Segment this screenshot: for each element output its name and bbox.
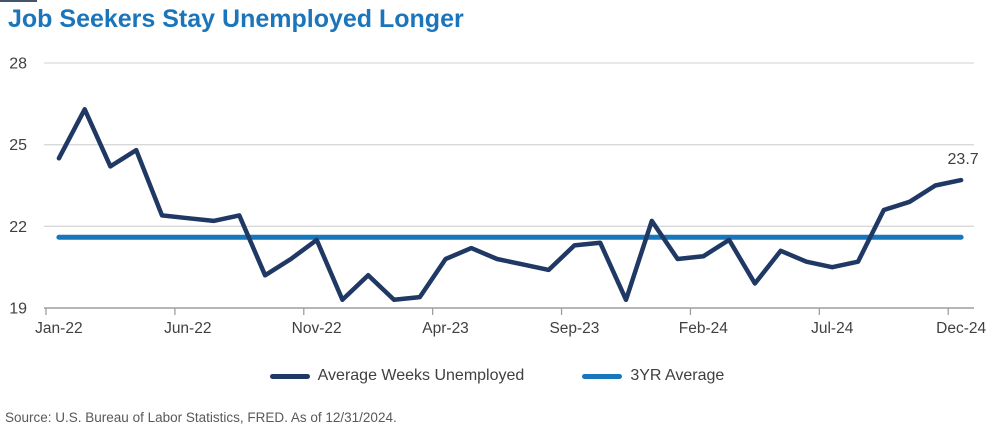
x-tick-label-Jul-24: Jul-24 (811, 320, 854, 337)
y-tick-label-25: 25 (9, 137, 27, 154)
x-tick-label-Dec-24: Dec-24 (936, 320, 986, 337)
legend-label-3yr-average: 3YR Average (630, 367, 725, 384)
chart-legend: Average Weeks Unemployed 3YR Average (0, 363, 994, 389)
x-tick-label-Jan-22: Jan-22 (35, 320, 82, 337)
x-tick-label-Feb-24: Feb-24 (679, 320, 728, 337)
legend-item-average-weeks: Average Weeks Unemployed (269, 367, 525, 385)
y-tick-label-22: 22 (9, 219, 27, 236)
source-note: Source: U.S. Bureau of Labor Statistics,… (5, 410, 397, 425)
series-average-weeks-line (56, 107, 964, 303)
legend-swatch-blue-line (582, 373, 623, 379)
legend-label-average-weeks: Average Weeks Unemployed (317, 367, 525, 384)
legend-item-3yr-average: 3YR Average (582, 367, 724, 385)
x-tick-label-Jun-22: Jun-22 (164, 320, 211, 337)
chart-title: Job Seekers Stay Unemployed Longer (8, 5, 464, 33)
legend-swatch-navy-line (269, 373, 310, 379)
x-tick-label-Nov-22: Nov-22 (292, 320, 342, 337)
line-chart-plot: 19 22 25 28 Jan-22 Jun-22 Nov-22 Apr-23 Sep-23 Fe… (9, 56, 986, 338)
end-point-data-label: 23.7 (948, 151, 979, 168)
y-tick-label-19: 19 (9, 301, 27, 318)
corner-accent-line (0, 0, 37, 2)
x-tick-label-Sep-23: Sep-23 (549, 320, 599, 337)
x-tick-label-Apr-23: Apr-23 (422, 320, 469, 337)
y-tick-label-28: 28 (9, 56, 27, 73)
